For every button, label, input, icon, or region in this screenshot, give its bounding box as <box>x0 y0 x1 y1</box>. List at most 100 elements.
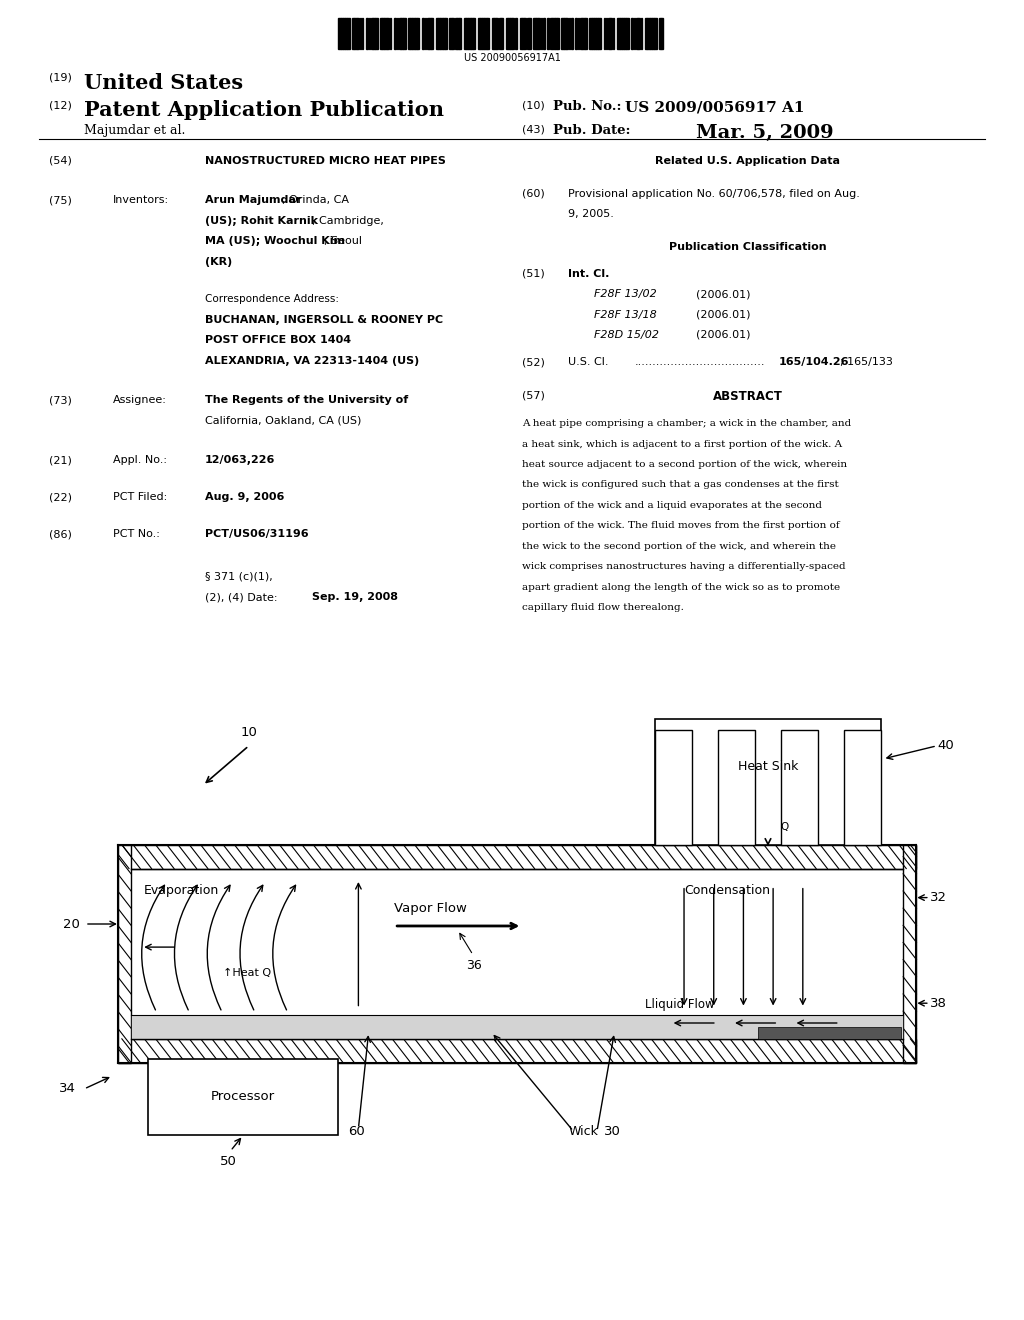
Bar <box>564 18 565 49</box>
Bar <box>118 845 131 1063</box>
Bar <box>585 18 587 49</box>
Text: (21): (21) <box>49 455 72 466</box>
Text: (2), (4) Date:: (2), (4) Date: <box>205 591 278 602</box>
Bar <box>537 18 538 49</box>
Text: (57): (57) <box>522 389 545 400</box>
Bar <box>422 18 424 49</box>
Text: ABSTRACT: ABSTRACT <box>713 389 782 403</box>
Text: Sep. 19, 2008: Sep. 19, 2008 <box>312 591 398 602</box>
Bar <box>394 18 396 49</box>
Bar <box>662 18 663 49</box>
Bar <box>659 18 660 49</box>
Bar <box>494 18 496 49</box>
Bar <box>453 18 455 49</box>
Text: (2006.01): (2006.01) <box>696 309 751 319</box>
Bar <box>570 18 573 49</box>
Text: portion of the wick. The fluid moves from the first portion of: portion of the wick. The fluid moves fro… <box>522 521 840 531</box>
Bar <box>506 18 508 49</box>
Bar <box>347 18 350 49</box>
Text: PCT No.:: PCT No.: <box>113 529 160 540</box>
Text: (75): (75) <box>49 195 72 206</box>
Bar <box>401 18 402 49</box>
Text: (86): (86) <box>49 529 72 540</box>
Bar <box>357 18 359 49</box>
Bar <box>652 18 653 49</box>
Bar <box>612 18 614 49</box>
Bar <box>416 18 417 49</box>
Bar <box>148 1059 338 1135</box>
Bar <box>411 18 412 49</box>
Bar <box>345 18 347 49</box>
Bar <box>508 18 510 49</box>
Bar <box>636 18 638 49</box>
Bar <box>641 18 642 49</box>
Bar <box>844 730 881 845</box>
Bar <box>512 18 514 49</box>
Text: 10: 10 <box>241 726 257 739</box>
Bar <box>471 18 473 49</box>
Bar <box>487 18 489 49</box>
Bar <box>631 18 633 49</box>
Bar <box>464 18 466 49</box>
Bar <box>592 18 594 49</box>
Text: US 2009/0056917 A1: US 2009/0056917 A1 <box>625 100 804 115</box>
Text: the wick is configured such that a gas condenses at the first: the wick is configured such that a gas c… <box>522 480 839 490</box>
Text: F28D 15/02: F28D 15/02 <box>594 330 658 341</box>
Bar <box>118 1039 916 1063</box>
Text: Publication Classification: Publication Classification <box>669 243 826 252</box>
Bar <box>580 18 582 49</box>
Bar <box>118 845 916 869</box>
Bar <box>610 18 612 49</box>
Text: ↑Heat Q: ↑Heat Q <box>223 968 271 978</box>
Text: BUCHANAN, INGERSOLL & ROONEY PC: BUCHANAN, INGERSOLL & ROONEY PC <box>205 314 443 325</box>
Bar <box>543 18 545 49</box>
Bar <box>539 18 540 49</box>
Text: Pub. Date:: Pub. Date: <box>553 124 631 137</box>
Bar <box>359 18 361 49</box>
Text: § 371 (c)(1),: § 371 (c)(1), <box>205 572 272 582</box>
Bar <box>468 18 471 49</box>
Bar <box>457 18 459 49</box>
Text: 20: 20 <box>63 917 80 931</box>
Bar <box>466 18 468 49</box>
Bar <box>501 18 503 49</box>
Bar <box>603 18 605 49</box>
Bar <box>534 18 536 49</box>
Bar <box>361 18 364 49</box>
Text: Condensation: Condensation <box>684 884 770 898</box>
Bar <box>654 18 656 49</box>
Bar <box>520 18 521 49</box>
Bar <box>387 18 389 49</box>
Bar <box>650 18 651 49</box>
Text: Int. Cl.: Int. Cl. <box>568 269 609 279</box>
Bar <box>605 18 607 49</box>
Text: (2006.01): (2006.01) <box>696 330 751 341</box>
Text: PCT/US06/31196: PCT/US06/31196 <box>205 529 308 540</box>
Bar <box>482 18 484 49</box>
Text: 32: 32 <box>930 891 947 904</box>
Text: Patent Application Publication: Patent Application Publication <box>84 100 444 120</box>
Bar <box>541 18 542 49</box>
Bar <box>510 18 512 49</box>
Text: Correspondence Address:: Correspondence Address: <box>205 294 339 305</box>
Bar <box>624 18 626 49</box>
Text: 12/063,226: 12/063,226 <box>205 455 275 466</box>
Bar <box>440 18 443 49</box>
Bar <box>634 18 635 49</box>
Text: 165/104.26: 165/104.26 <box>778 356 849 367</box>
Bar <box>589 18 592 49</box>
Bar <box>522 18 523 49</box>
Bar <box>583 18 585 49</box>
Text: Appl. No.:: Appl. No.: <box>113 455 167 466</box>
Bar <box>514 18 517 49</box>
Bar <box>524 18 526 49</box>
Text: Inventors:: Inventors: <box>113 195 169 206</box>
Text: Evaporation: Evaporation <box>143 884 218 898</box>
Bar <box>431 18 433 49</box>
Text: U.S. Cl.: U.S. Cl. <box>568 356 609 367</box>
Bar <box>443 18 445 49</box>
Bar <box>566 18 568 49</box>
Text: 36: 36 <box>466 958 481 972</box>
Bar <box>568 18 570 49</box>
Text: A heat pipe comprising a chamber; a wick in the chamber, and: A heat pipe comprising a chamber; a wick… <box>522 418 852 428</box>
